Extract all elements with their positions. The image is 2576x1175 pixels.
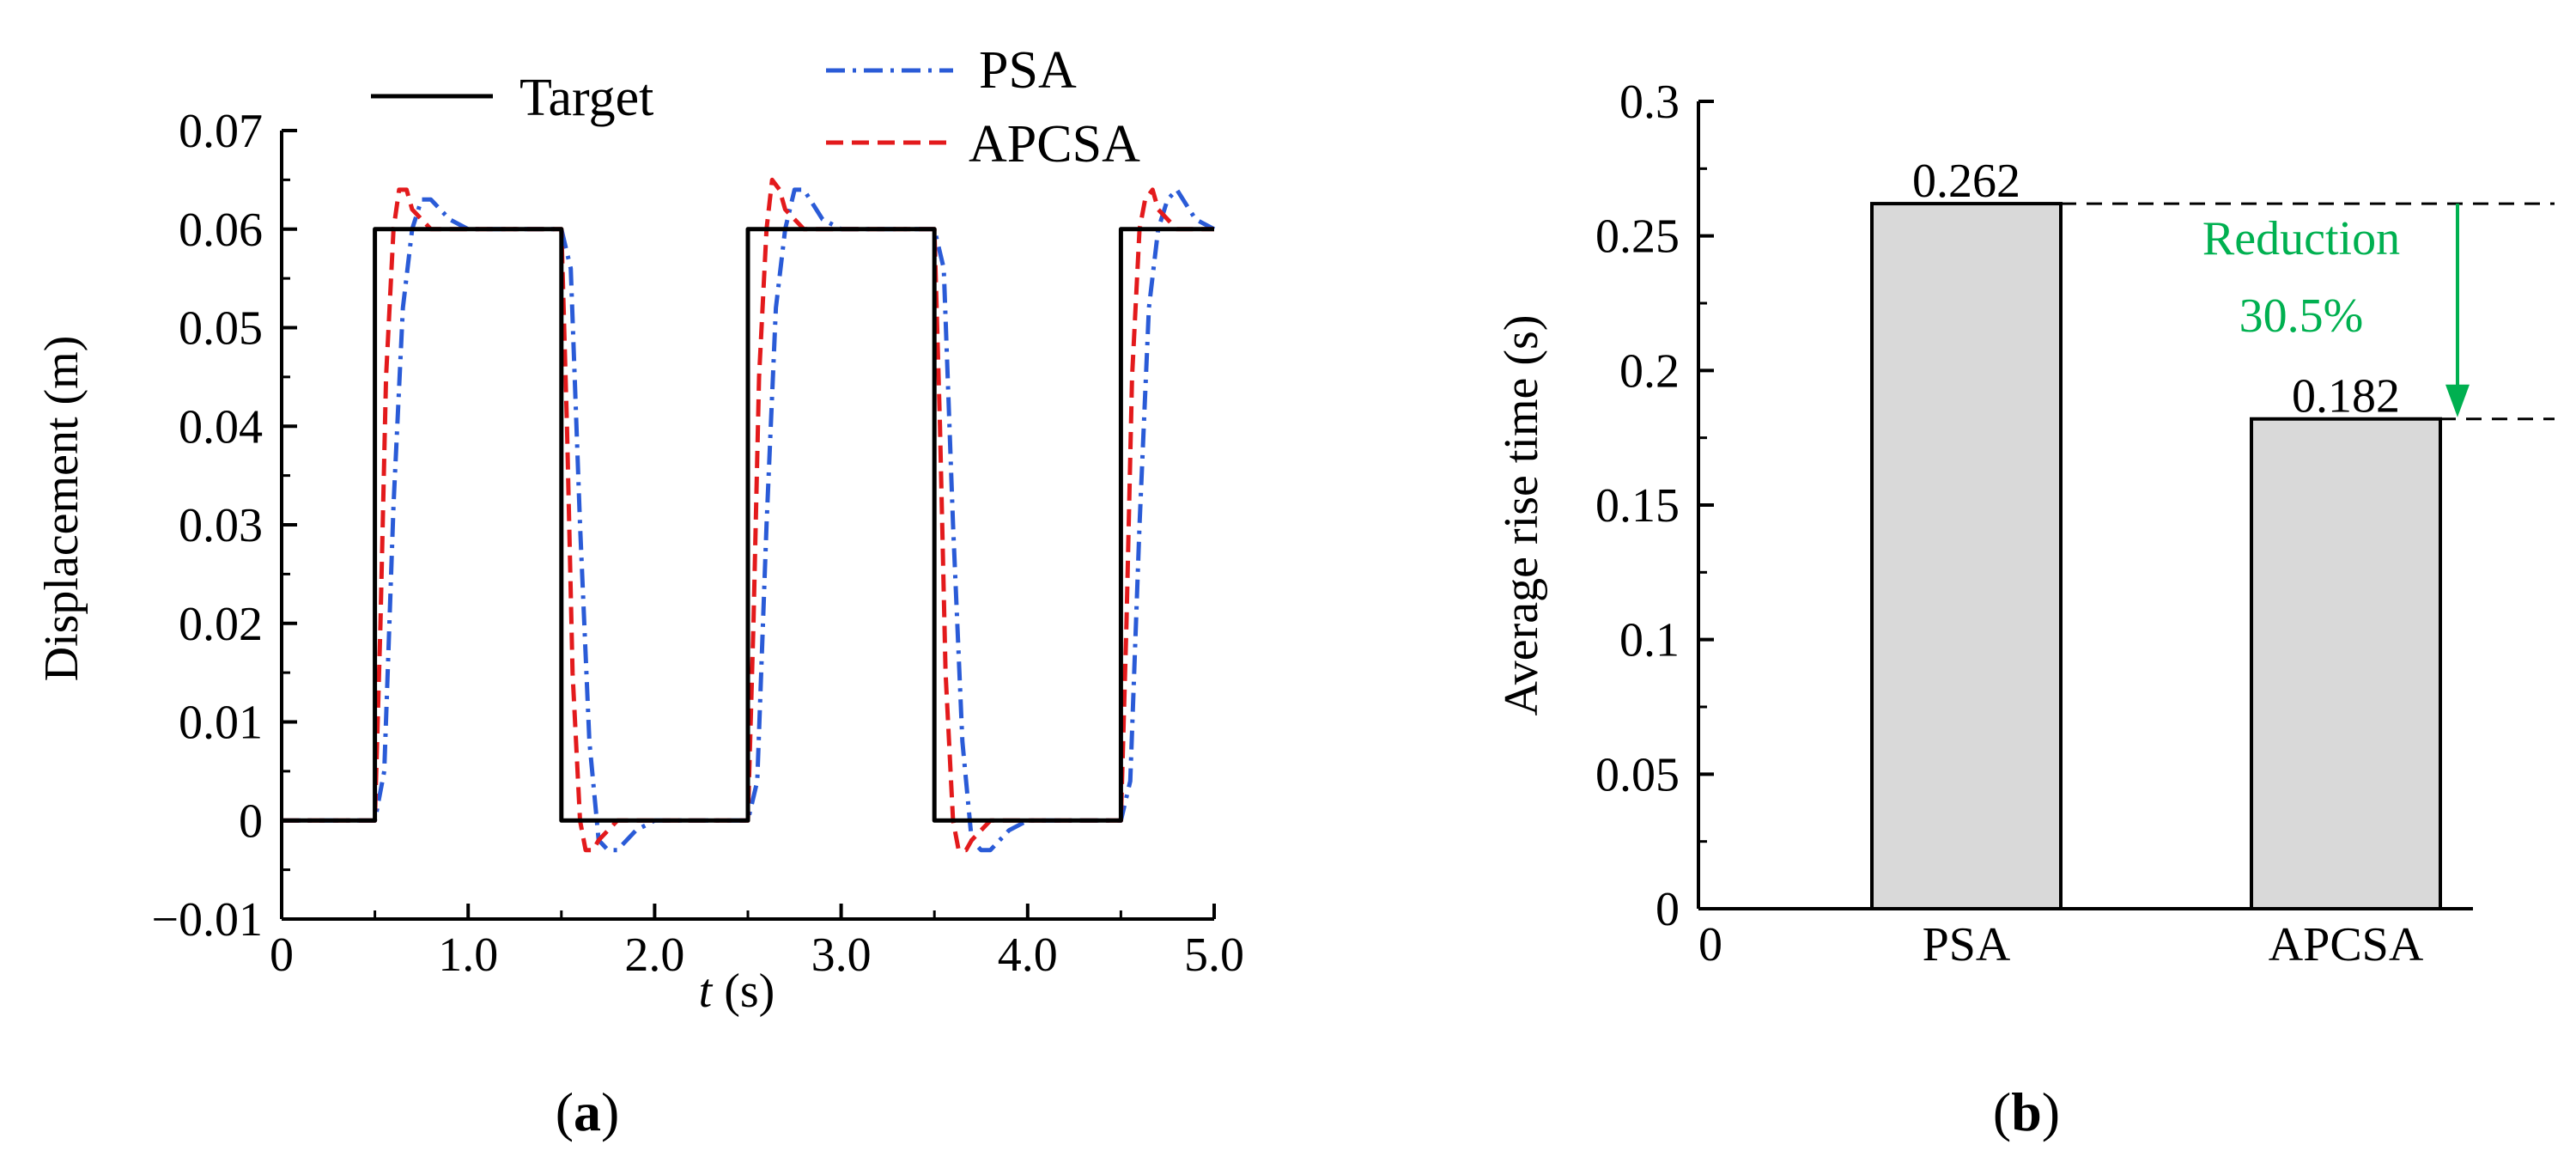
legend-apcsa-label: APCSA	[969, 115, 1140, 174]
series-psa-line	[282, 187, 1216, 853]
y-tick-label: −0.01	[151, 893, 263, 947]
y-tick-label: 0.05	[1595, 748, 1680, 801]
x-tick-label: 3.0	[811, 928, 872, 982]
legend-psa-label: PSA	[979, 41, 1077, 100]
x-category-label: PSA	[1923, 918, 2011, 971]
chart-a-y-axis-title: Displacement (m)	[35, 336, 88, 682]
x-tick-label: 4.0	[998, 928, 1058, 982]
chart-b-ticks: 0 0.05 0.1 0.15 0.2 0.25 0.3 0 PSA APCSA	[1595, 76, 2424, 971]
chart-b-annotation: Reduction 30.5%	[2061, 202, 2555, 421]
y-tick-label: 0.1	[1619, 614, 1680, 667]
bar-apcsa	[2250, 417, 2442, 910]
panel-label-a: (a)	[556, 1081, 620, 1142]
x-category-label: APCSA	[2269, 918, 2424, 971]
x-tick-label: 1.0	[438, 928, 498, 982]
y-tick-label: 0.3	[1619, 76, 1680, 129]
chart-b-bars: 0.262 0.182	[1870, 155, 2442, 911]
y-tick-label: 0.15	[1595, 479, 1680, 533]
legend-target-label: Target	[519, 69, 653, 127]
chart-panel-b: 0.262 0.182 0 0.05 0.1 0.15 0.2 0.25 0.3 0 PSA APC…	[1495, 76, 2555, 1142]
y-tick-label: 0.02	[179, 598, 263, 651]
x-tick-label: 5.0	[1184, 928, 1244, 982]
x-tick-label: 0	[270, 928, 294, 982]
series-target-line	[282, 227, 1214, 823]
y-tick-label: 0	[1656, 883, 1680, 936]
reduction-arrow-head	[2445, 384, 2470, 417]
y-tick-label: 0.05	[179, 302, 263, 356]
y-tick-label: 0.2	[1619, 344, 1680, 398]
x-axis-title-rest: (s)	[712, 965, 775, 1018]
bar-psa	[1870, 202, 2063, 911]
y-tick-label: 0.25	[1595, 210, 1680, 264]
x-origin-label: 0	[1698, 918, 1722, 971]
y-tick-label: 0.07	[179, 105, 263, 158]
chart-a-plot-area	[282, 177, 1216, 853]
y-tick-label: 0.06	[179, 204, 263, 257]
y-tick-label: 0.03	[179, 499, 263, 552]
series-apcsa-line	[282, 177, 1214, 853]
panel-label-b-letter: b	[2011, 1081, 2042, 1142]
reduction-percent-label: 30.5%	[2239, 289, 2364, 343]
reduction-label: Reduction	[2202, 212, 2400, 265]
chart-a-legend: Target PSA APCSA	[371, 41, 1140, 174]
x-tick-label: 2.0	[624, 928, 684, 982]
y-tick-label: 0.04	[179, 400, 263, 454]
x-axis-title-italic: t	[699, 965, 714, 1018]
chart-b-y-axis-title: Average rise time (s)	[1495, 315, 1548, 716]
y-tick-label: 0	[239, 794, 263, 848]
chart-a-x-axis-title: t (s)	[699, 965, 775, 1018]
y-tick-label: 0.01	[179, 697, 263, 750]
bar-value-label: 0.182	[2292, 370, 2400, 423]
panel-label-a-letter: a	[574, 1081, 601, 1142]
bar-value-label: 0.262	[1912, 155, 2020, 208]
panel-label-b: (b)	[1993, 1081, 2060, 1142]
